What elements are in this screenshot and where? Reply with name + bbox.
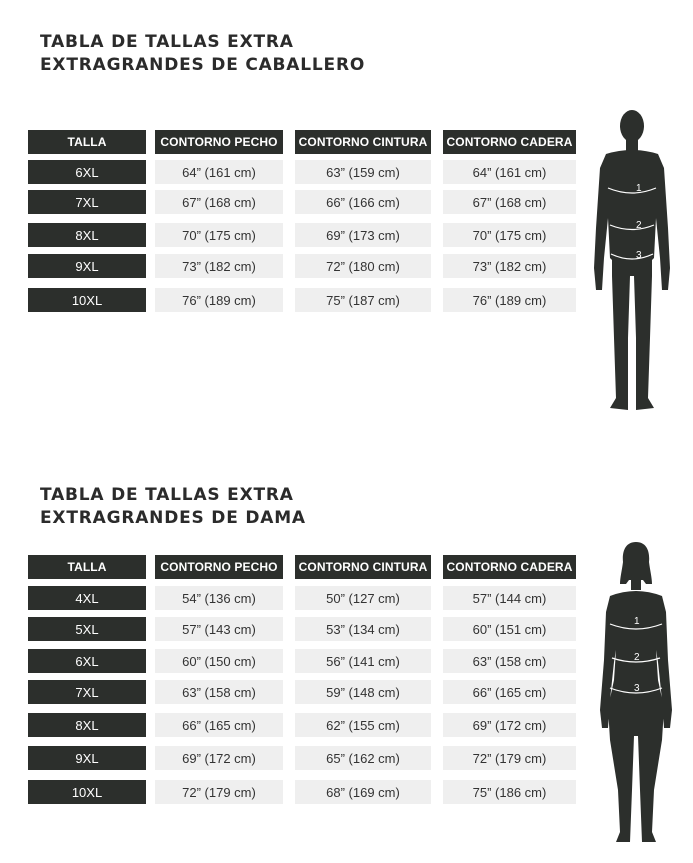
women-table-cell: 63” (158 cm): [155, 680, 283, 704]
women-table-cell: 54” (136 cm): [155, 586, 283, 610]
male-silhouette-icon: 1 2 3: [594, 110, 670, 410]
women-title-line1: TABLA DE TALLAS EXTRA: [40, 485, 294, 505]
women-section-title: TABLA DE TALLAS EXTRA EXTRAGRANDES DE DA…: [40, 484, 306, 530]
men-marker-1: 1: [636, 183, 642, 194]
women-table-cell: 57” (143 cm): [155, 617, 283, 641]
women-figure: 1 2 3: [598, 540, 674, 845]
women-size-label: 4XL: [28, 586, 146, 610]
men-table-cell: 70” (175 cm): [155, 223, 283, 247]
men-header-0: TALLA: [28, 130, 146, 154]
men-table-cell: 76” (189 cm): [155, 288, 283, 312]
women-table-cell: 60” (151 cm): [443, 617, 576, 641]
women-table-cell: 72” (179 cm): [155, 780, 283, 804]
men-size-label: 8XL: [28, 223, 146, 247]
women-size-label: 8XL: [28, 713, 146, 737]
women-table-cell: 60” (150 cm): [155, 649, 283, 673]
men-table-cell: 70” (175 cm): [443, 223, 576, 247]
women-header-0: TALLA: [28, 555, 146, 579]
men-header-3: CONTORNO CADERA: [443, 130, 576, 154]
men-size-label: 7XL: [28, 190, 146, 214]
women-title-line2: EXTRAGRANDES DE DAMA: [40, 508, 306, 528]
women-marker-1: 1: [634, 616, 640, 627]
men-size-label: 10XL: [28, 288, 146, 312]
women-table-cell: 50” (127 cm): [295, 586, 431, 610]
women-header-1: CONTORNO PECHO: [155, 555, 283, 579]
women-header-2: CONTORNO CINTURA: [295, 555, 431, 579]
men-table-cell: 76” (189 cm): [443, 288, 576, 312]
women-table-cell: 75” (186 cm): [443, 780, 576, 804]
men-table-cell: 67” (168 cm): [155, 190, 283, 214]
men-marker-3: 3: [636, 250, 642, 261]
women-table-cell: 56” (141 cm): [295, 649, 431, 673]
men-table-cell: 73” (182 cm): [443, 254, 576, 278]
men-table-cell: 73” (182 cm): [155, 254, 283, 278]
men-title-line2: EXTRAGRANDES DE CABALLERO: [40, 55, 366, 75]
men-size-label: 6XL: [28, 160, 146, 184]
men-table-cell: 72” (180 cm): [295, 254, 431, 278]
men-table-cell: 75” (187 cm): [295, 288, 431, 312]
women-table-cell: 66” (165 cm): [155, 713, 283, 737]
women-table-cell: 69” (172 cm): [443, 713, 576, 737]
women-table-cell: 53” (134 cm): [295, 617, 431, 641]
men-table-cell: 66” (166 cm): [295, 190, 431, 214]
women-table-cell: 59” (148 cm): [295, 680, 431, 704]
men-table-cell: 63” (159 cm): [295, 160, 431, 184]
men-figure: 1 2 3: [592, 108, 672, 413]
women-table-cell: 66” (165 cm): [443, 680, 576, 704]
women-table-cell: 72” (179 cm): [443, 746, 576, 770]
women-table-cell: 69” (172 cm): [155, 746, 283, 770]
men-section-title: TABLA DE TALLAS EXTRA EXTRAGRANDES DE CA…: [40, 31, 365, 77]
female-silhouette-icon: 1 2 3: [600, 542, 672, 842]
men-size-label: 9XL: [28, 254, 146, 278]
women-table-cell: 63” (158 cm): [443, 649, 576, 673]
women-table-cell: 68” (169 cm): [295, 780, 431, 804]
women-size-label: 10XL: [28, 780, 146, 804]
women-size-label: 9XL: [28, 746, 146, 770]
women-size-label: 7XL: [28, 680, 146, 704]
men-table-cell: 64” (161 cm): [443, 160, 576, 184]
men-header-2: CONTORNO CINTURA: [295, 130, 431, 154]
men-table-cell: 69” (173 cm): [295, 223, 431, 247]
women-header-3: CONTORNO CADERA: [443, 555, 576, 579]
men-title-line1: TABLA DE TALLAS EXTRA: [40, 32, 294, 52]
men-marker-2: 2: [636, 220, 642, 231]
men-table-cell: 64” (161 cm): [155, 160, 283, 184]
women-size-label: 5XL: [28, 617, 146, 641]
men-table-cell: 67” (168 cm): [443, 190, 576, 214]
women-table-cell: 62” (155 cm): [295, 713, 431, 737]
women-marker-3: 3: [634, 683, 640, 694]
men-header-1: CONTORNO PECHO: [155, 130, 283, 154]
women-table-cell: 57” (144 cm): [443, 586, 576, 610]
women-marker-2: 2: [634, 652, 640, 663]
women-table-cell: 65” (162 cm): [295, 746, 431, 770]
women-size-label: 6XL: [28, 649, 146, 673]
